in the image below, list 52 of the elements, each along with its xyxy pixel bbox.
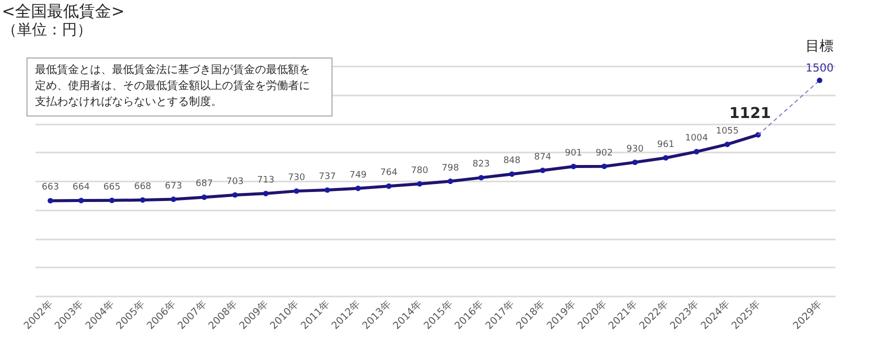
- point: [663, 155, 669, 161]
- data-label: 749: [349, 170, 367, 180]
- point: [170, 196, 176, 202]
- point: [294, 188, 300, 194]
- point: [509, 171, 515, 177]
- point: [416, 181, 422, 187]
- data-label: 798: [442, 163, 460, 174]
- annotation: 最低賃金とは、最低賃金法に基づき国が賃金の最低額を定め、使用者は、その最低賃金額以上の賃金を労働者に支払わなければならないとする制度。: [35, 63, 310, 108]
- annotation: 目標: [806, 38, 834, 54]
- data-label: 664: [72, 182, 90, 193]
- point: [540, 168, 546, 174]
- point: [48, 198, 54, 204]
- data-label: 901: [564, 148, 582, 158]
- data-label: 1121: [729, 104, 771, 122]
- data-label: 961: [657, 140, 674, 150]
- point: [694, 148, 700, 154]
- point: [201, 194, 207, 200]
- point: [478, 174, 484, 180]
- data-label: 737: [318, 172, 336, 182]
- data-label: 930: [626, 144, 644, 154]
- data-label: 703: [226, 176, 244, 187]
- chart-subtitle: （単位：円）: [2, 20, 92, 38]
- data-label: 823: [472, 160, 490, 170]
- data-label: 663: [42, 182, 59, 193]
- data-label: 1055: [716, 126, 739, 136]
- point: [324, 187, 330, 193]
- chart-title: <全国最低賃金>: [2, 1, 125, 20]
- point: [232, 192, 238, 198]
- point: [78, 198, 84, 204]
- data-label: 673: [164, 181, 182, 192]
- data-label: 780: [411, 166, 428, 176]
- point: [109, 198, 115, 204]
- point: [140, 197, 146, 203]
- data-label: 730: [288, 173, 306, 184]
- data-label: 665: [103, 182, 121, 192]
- point: [448, 178, 454, 184]
- data-label: 713: [257, 176, 274, 186]
- data-label: 902: [596, 148, 613, 158]
- data-label: 1500: [806, 61, 834, 74]
- data-label: 1004: [685, 134, 708, 144]
- point: [386, 183, 392, 189]
- point: [724, 142, 730, 148]
- data-label: 848: [503, 156, 521, 166]
- point: [355, 186, 361, 192]
- point: [263, 190, 269, 196]
- point: [632, 160, 638, 166]
- data-label: 668: [134, 182, 152, 192]
- data-label: 874: [534, 152, 552, 162]
- point: [570, 164, 576, 170]
- data-label: 687: [196, 179, 213, 190]
- point: [601, 164, 607, 170]
- data-label: 764: [380, 168, 398, 178]
